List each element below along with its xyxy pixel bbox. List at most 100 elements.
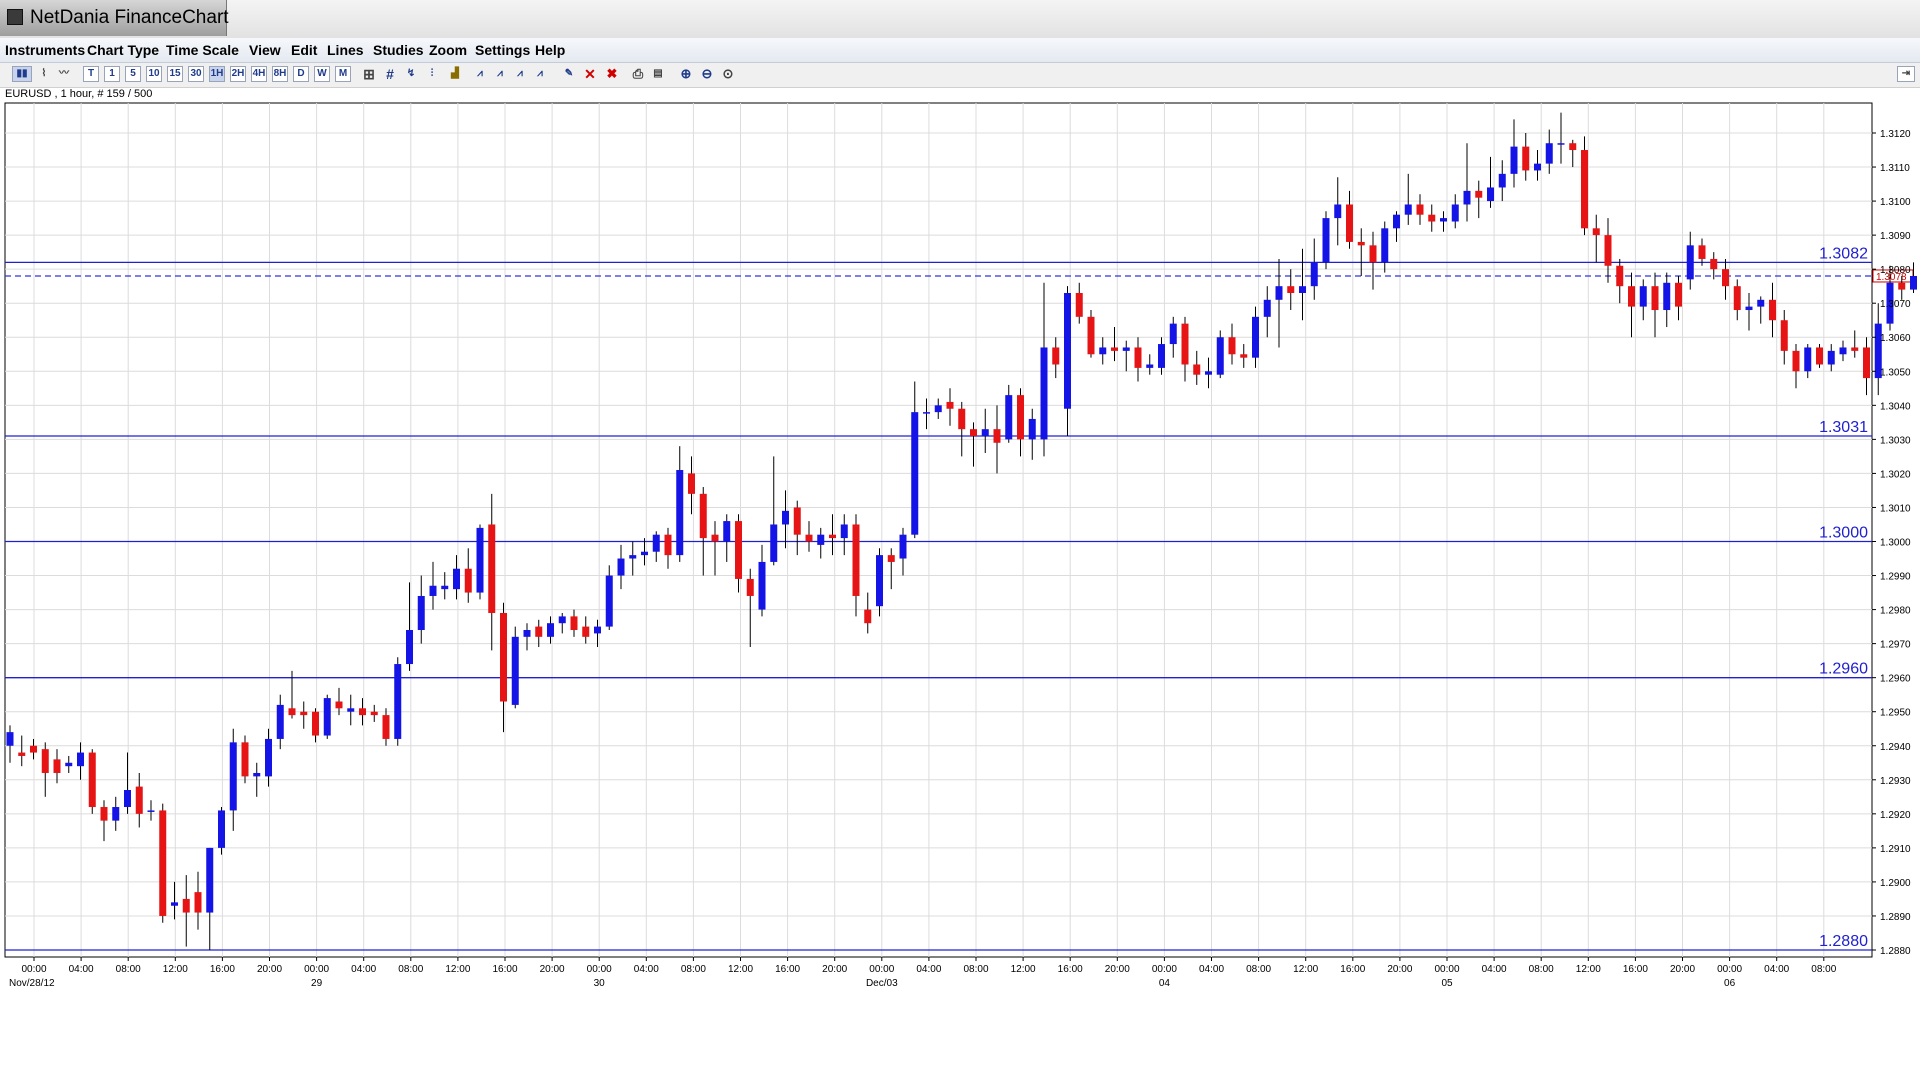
- candle-body: [18, 752, 26, 756]
- candle: [276, 694, 284, 750]
- x-tick-label: 12:00: [445, 964, 470, 975]
- candle-body: [1440, 218, 1447, 222]
- candle: [993, 405, 1001, 474]
- print-icon[interactable]: ⎙: [632, 66, 644, 81]
- x-tick-label: 00:00: [587, 964, 612, 975]
- channel-icon[interactable]: ⩘: [517, 68, 523, 79]
- candle-body: [1428, 214, 1436, 222]
- candle-body: [1169, 323, 1177, 345]
- timeframe-1h-button[interactable]: 1H: [209, 66, 225, 82]
- candle: [1534, 150, 1541, 181]
- candle-body: [335, 701, 343, 709]
- candle-body: [1205, 371, 1212, 375]
- timeframe-4h-button[interactable]: 4H: [251, 66, 267, 82]
- bar-icon[interactable]: ⫶: [430, 68, 434, 79]
- candle-body: [911, 412, 919, 535]
- candle-body: [1240, 354, 1248, 358]
- study-icon[interactable]: ↯: [406, 68, 416, 79]
- candle: [899, 527, 907, 576]
- candle: [1169, 316, 1177, 358]
- x-tick-label: 04:00: [1482, 964, 1507, 975]
- candle: [817, 527, 825, 559]
- x-tick-label: 08:00: [1529, 964, 1554, 975]
- candle-body: [464, 568, 472, 593]
- candle-body: [535, 626, 543, 637]
- candle: [1287, 269, 1295, 311]
- candle: [1134, 337, 1142, 382]
- draw-icon[interactable]: ⌇: [41, 68, 47, 79]
- menu-time-scale[interactable]: Time Scale: [166, 42, 239, 58]
- timeframe-t-button[interactable]: T: [83, 66, 99, 82]
- delete-icon[interactable]: ✕: [584, 66, 596, 82]
- candle-body: [1816, 347, 1823, 365]
- x-tick-label: 04:00: [69, 964, 94, 975]
- preview-icon[interactable]: ▤: [653, 68, 663, 79]
- menu-settings[interactable]: Settings: [475, 42, 531, 58]
- y-tick-label: 1.3050: [1880, 367, 1911, 378]
- candle: [805, 521, 813, 552]
- menu-lines[interactable]: Lines: [327, 42, 364, 58]
- window-tab[interactable]: NetDania FinanceChart: [0, 0, 229, 36]
- menu-edit[interactable]: Edit: [291, 42, 318, 58]
- candle-body: [1181, 323, 1189, 365]
- candle: [746, 568, 754, 648]
- menu-help[interactable]: Help: [535, 42, 566, 58]
- volume-icon[interactable]: ▟: [451, 68, 459, 79]
- candle-body: [1310, 262, 1318, 287]
- candle: [770, 456, 778, 566]
- candle: [1017, 388, 1024, 457]
- menu-instruments[interactable]: Instruments: [5, 42, 86, 58]
- trend-icon[interactable]: ⩘: [477, 68, 483, 79]
- menu-studies[interactable]: Studies: [373, 42, 424, 58]
- timeframe-10-button[interactable]: 10: [146, 66, 162, 82]
- candle: [1874, 303, 1882, 396]
- menu-view[interactable]: View: [249, 42, 281, 58]
- timeframe-d-button[interactable]: D: [293, 66, 309, 82]
- timeframe-8h-button[interactable]: 8H: [272, 66, 288, 82]
- timeframe-5-button[interactable]: 5: [125, 66, 141, 82]
- panel-toggle-icon[interactable]: ⇥: [1897, 66, 1915, 82]
- candle-body: [1769, 299, 1776, 321]
- app-icon: [7, 9, 23, 25]
- candle: [594, 619, 601, 648]
- x-tick-label: 20:00: [540, 964, 565, 975]
- menu-zoom[interactable]: Zoom: [429, 42, 468, 58]
- candle-body: [582, 626, 590, 637]
- line-icon[interactable]: 〰: [59, 68, 69, 79]
- candle-body: [323, 698, 331, 736]
- chart-type-icon[interactable]: ▮▮: [12, 66, 32, 82]
- fibo-icon[interactable]: ⩘: [497, 68, 503, 79]
- crosshair-icon[interactable]: ⊞: [363, 66, 375, 82]
- x-tick-label: 00:00: [1717, 964, 1742, 975]
- timeframe-30-button[interactable]: 30: [188, 66, 204, 82]
- pencil-icon[interactable]: ✎: [564, 68, 574, 79]
- zoom-out-icon[interactable]: ⊖: [701, 66, 713, 81]
- zoom-in-icon[interactable]: ⊕: [680, 66, 692, 81]
- timeframe-w-button[interactable]: W: [314, 66, 330, 82]
- candle-body: [817, 534, 825, 545]
- y-tick-label: 1.3100: [1880, 197, 1911, 208]
- grid-icon[interactable]: #: [386, 66, 394, 82]
- candle-body: [500, 612, 507, 702]
- fan-icon[interactable]: ⩘: [537, 68, 543, 79]
- zoom-reset-icon[interactable]: ⊙: [722, 66, 734, 81]
- candle-body: [1792, 350, 1800, 372]
- candle-body: [1663, 282, 1671, 311]
- candle: [1240, 344, 1248, 368]
- x-tick-label: 12:00: [728, 964, 753, 975]
- menu-chart-type[interactable]: Chart Type: [87, 42, 160, 58]
- timeframe-2h-button[interactable]: 2H: [230, 66, 246, 82]
- timeframe-m-button[interactable]: M: [335, 66, 351, 82]
- y-tick-label: 1.3010: [1880, 503, 1911, 514]
- timeframe-1-button[interactable]: 1: [104, 66, 120, 82]
- candle-body: [1346, 204, 1353, 242]
- delete-all-icon[interactable]: ✖: [606, 66, 618, 81]
- candle-body: [453, 568, 460, 590]
- candle: [1393, 211, 1400, 242]
- candle: [347, 694, 355, 726]
- y-tick-label: 1.3030: [1880, 435, 1911, 446]
- timeframe-15-button[interactable]: 15: [167, 66, 183, 82]
- candle: [441, 572, 449, 600]
- candle: [1816, 344, 1823, 368]
- price-chart[interactable]: 1.3082 1.3031 1.3000 1.2960 1.2880 1.3078 1.2…: [0, 100, 1920, 1000]
